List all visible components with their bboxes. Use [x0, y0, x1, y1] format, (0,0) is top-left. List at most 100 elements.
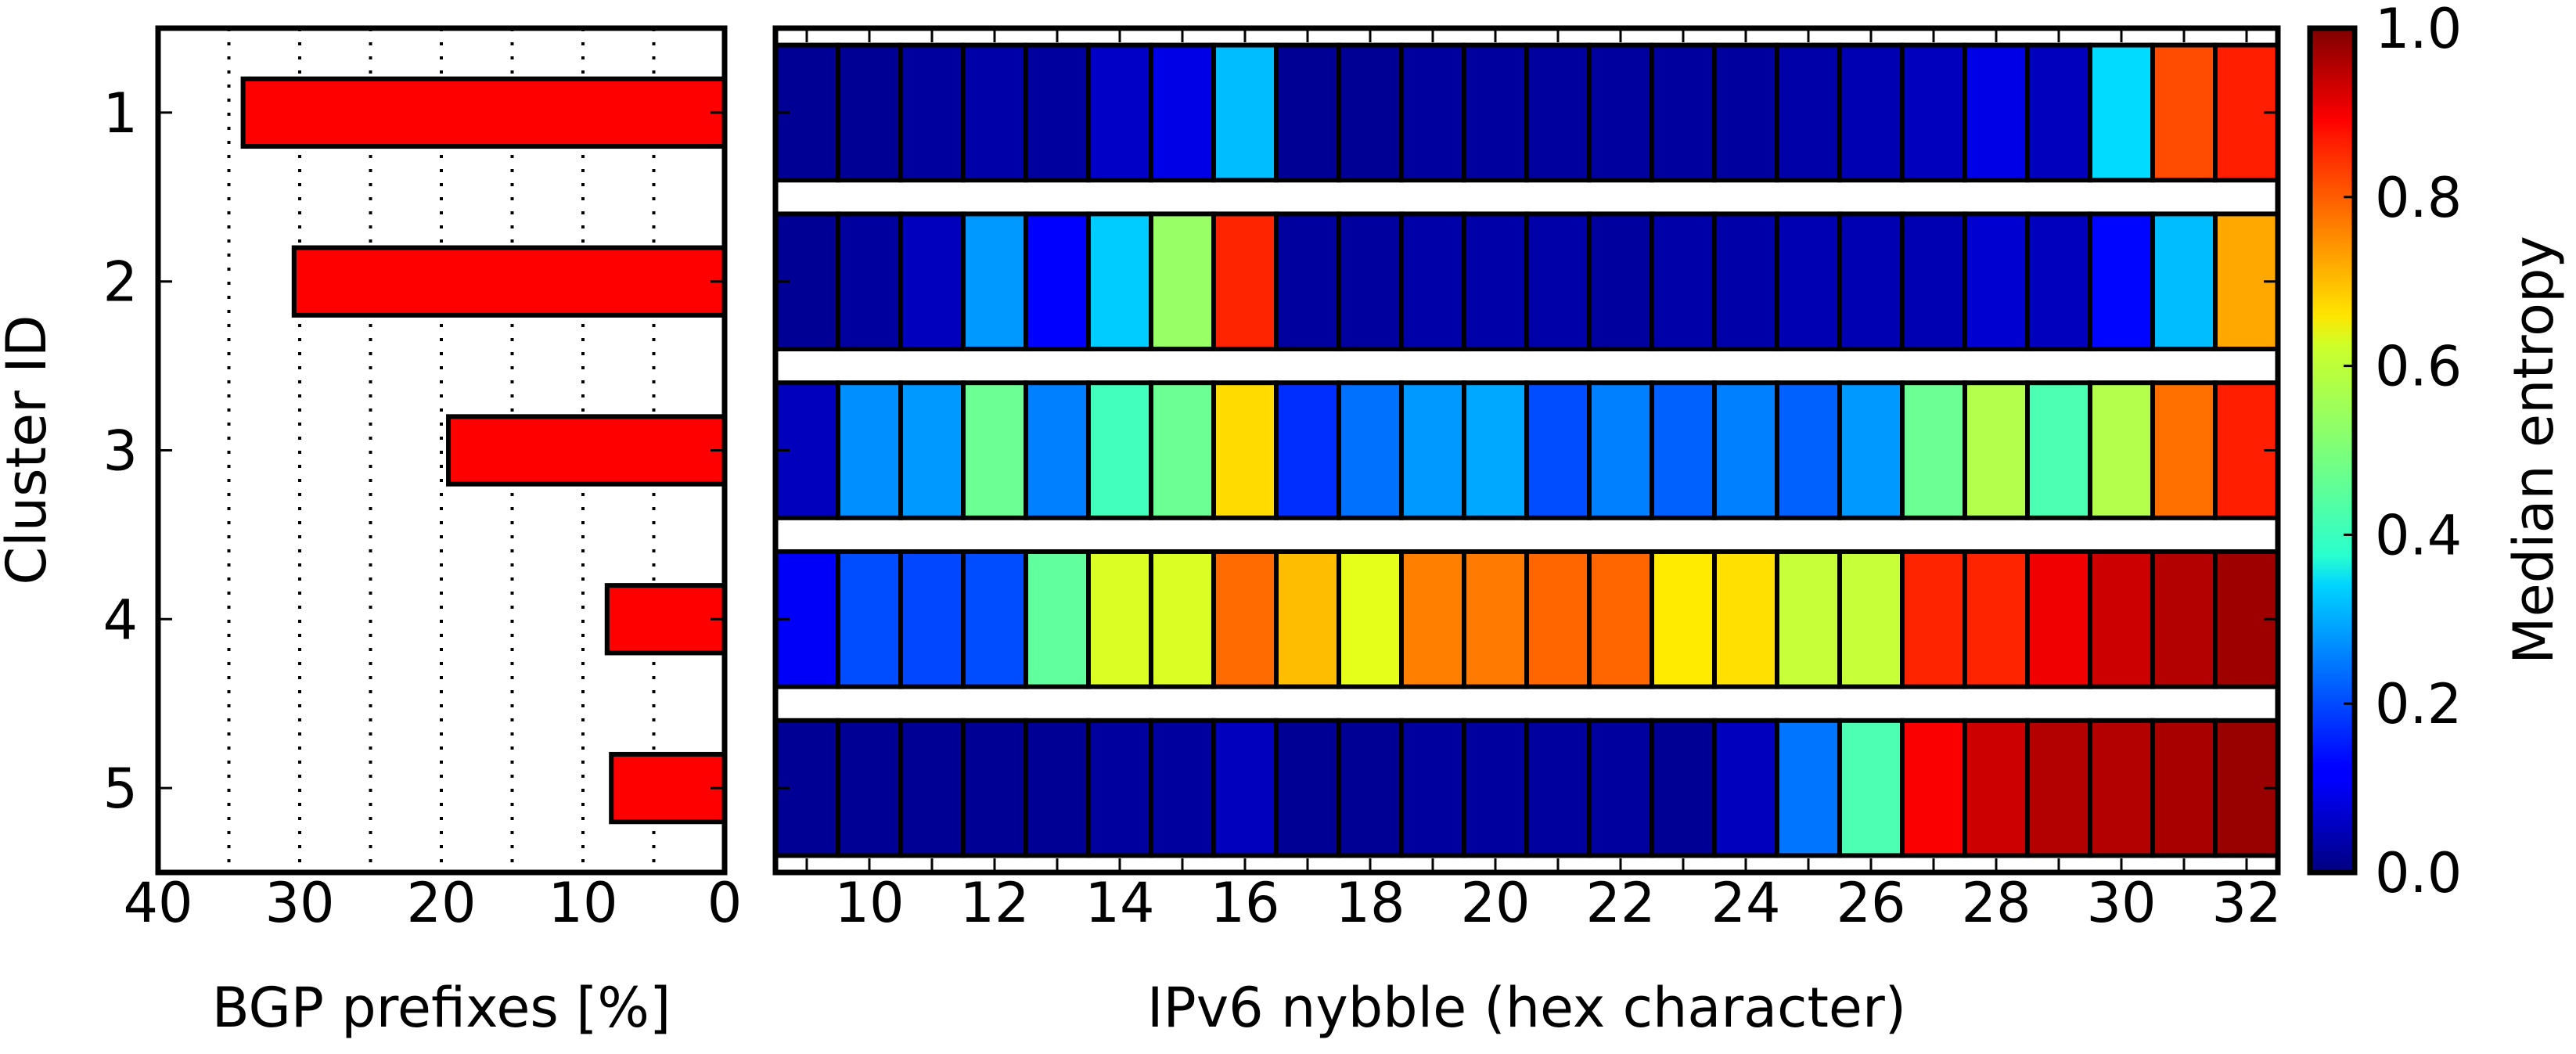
heatmap-cell	[2088, 42, 2155, 183]
heatmap-cell	[898, 718, 966, 858]
heatmap-cell	[1900, 718, 1967, 858]
bar-cluster-2	[291, 245, 727, 318]
heatmap-cell	[1274, 42, 1341, 183]
heatmap-cell	[898, 42, 966, 183]
x-tick-label: 14	[1085, 871, 1154, 935]
x-tick-label: 28	[1961, 871, 2031, 935]
y-axis-label: Cluster ID	[0, 315, 59, 585]
bar-cluster-3	[446, 414, 727, 487]
heatmap-cell	[961, 718, 1028, 858]
heatmap-cell	[1650, 211, 1717, 352]
heatmap-cell	[2025, 380, 2092, 520]
y-tick-label: 4	[103, 588, 138, 652]
heatmap-cell	[1650, 42, 1717, 183]
heatmap-cell	[961, 549, 1028, 689]
heatmap-cell	[1587, 211, 1654, 352]
heatmap-cell	[1963, 549, 2030, 689]
heatmap-cell	[1399, 380, 1466, 520]
heatmap-cell	[1086, 380, 1153, 520]
colorbar-tick-label: 0.0	[2375, 841, 2462, 905]
heatmap-cell	[1462, 718, 1529, 858]
heatmap-cell	[836, 42, 903, 183]
heatmap-cell	[1775, 718, 1842, 858]
heatmap-cell	[1837, 42, 1905, 183]
heatmap-cell	[1399, 718, 1466, 858]
heatmap-cell	[1086, 549, 1153, 689]
heatmap-cell	[1775, 42, 1842, 183]
heatmap-cell	[1337, 380, 1404, 520]
x-tick-label: 32	[2211, 871, 2281, 935]
heatmap-cell	[2025, 549, 2092, 689]
heatmap-cell	[1462, 549, 1529, 689]
colorbar-frame	[2307, 25, 2358, 876]
colorbar-tick-label: 0.2	[2375, 672, 2462, 736]
heatmap-cell	[1837, 380, 1905, 520]
x-tick-label: 30	[2086, 871, 2156, 935]
heatmap-cell	[1149, 380, 1216, 520]
heatmap-cell	[961, 42, 1028, 183]
bar-cluster-4	[604, 583, 728, 656]
heatmap-cell	[2088, 718, 2155, 858]
heatmap-cell	[1024, 380, 1091, 520]
heatmap-cell	[1337, 211, 1404, 352]
heatmap-cell	[1900, 211, 1967, 352]
heatmap-cell	[1274, 718, 1341, 858]
heatmap-cell	[1837, 718, 1905, 858]
heatmap-cell	[1462, 380, 1529, 520]
heatmap-cell	[1337, 549, 1404, 689]
heatmap-cell	[2150, 549, 2218, 689]
heatmap-cell	[1024, 549, 1091, 689]
heatmap-cell	[1086, 718, 1153, 858]
heatmap-cell	[1399, 549, 1466, 689]
heatmap-cell	[961, 380, 1028, 520]
entropy-heatmap: 10 12 14 16 18 20 22 24 26 28 30 32	[772, 25, 2282, 935]
x-tick-label: 30	[264, 871, 334, 935]
heatmap-cell	[1587, 380, 1654, 520]
x-tick-label: 20	[406, 871, 476, 935]
heatmap-cell	[1462, 42, 1529, 183]
heatmap-cell	[1587, 42, 1654, 183]
heatmap-cell	[1837, 549, 1905, 689]
heatmap-cell	[1274, 211, 1341, 352]
heatmap-cell	[1086, 42, 1153, 183]
heatmap-cell	[836, 380, 903, 520]
heatmap-cell	[1650, 718, 1717, 858]
x-tick-label: 20	[1460, 871, 1530, 935]
heatmap-cell	[1900, 380, 1967, 520]
heatmap-cell	[1775, 549, 1842, 689]
heatmap-x-axis-label: IPv6 nybble (hex character)	[1147, 976, 1906, 1040]
heatmap-cell	[2150, 380, 2218, 520]
heatmap-cell	[1149, 718, 1216, 858]
heatmap-cell	[836, 549, 903, 689]
heatmap-cell	[898, 380, 966, 520]
heatmap-cell	[898, 211, 966, 352]
x-tick-label: 40	[123, 871, 192, 935]
heatmap-cell	[1712, 211, 1779, 352]
heatmap-cell	[2088, 380, 2155, 520]
colorbar-tick-label: 0.4	[2375, 503, 2462, 567]
heatmap-cell	[1462, 211, 1529, 352]
heatmap-cell	[1837, 211, 1905, 352]
heatmap-cell	[836, 211, 903, 352]
heatmap-cell	[1149, 211, 1216, 352]
heatmap-cell	[1211, 549, 1279, 689]
bar-cluster-1	[240, 76, 728, 149]
x-tick-label: 10	[834, 871, 904, 935]
heatmap-cell	[1524, 549, 1592, 689]
heatmap-cell	[1211, 380, 1279, 520]
heatmap-cell	[1775, 380, 1842, 520]
heatmap-cell	[1086, 211, 1153, 352]
heatmap-cell	[1900, 42, 1967, 183]
heatmap-cell	[961, 211, 1028, 352]
heatmap-cell	[1587, 718, 1654, 858]
y-tick-label: 3	[103, 419, 138, 484]
heatmap-cell	[1775, 211, 1842, 352]
heatmap-cell	[1587, 549, 1654, 689]
colorbar-tick-label: 0.8	[2375, 166, 2462, 230]
colorbar-label: Median entropy	[2502, 236, 2566, 664]
colorbar: 0.0 0.2 0.4 0.6 0.8 1.0	[2307, 0, 2462, 905]
x-tick-label: 22	[1585, 871, 1655, 935]
heatmap-cell	[1211, 211, 1279, 352]
heatmap-cell	[1712, 42, 1779, 183]
